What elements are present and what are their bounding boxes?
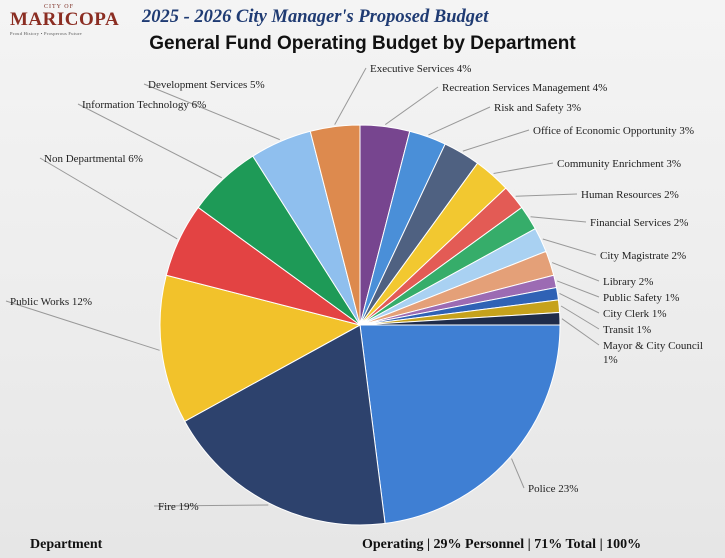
leader-line [530,216,587,223]
pie-slice-fire [184,324,386,526]
leader-line [39,157,178,240]
slice-label: Development Services 5% [148,79,265,91]
leader-line [462,129,530,152]
slice-label: Recreation Services Management 4% [442,82,607,94]
leader-line [515,193,578,197]
leader-line [334,67,367,125]
leader-line [551,262,600,282]
leader-line [560,305,600,330]
pie-slices [159,124,561,526]
logo-name: MARICOPA [10,9,120,30]
slice-label: Library 2% [603,276,653,288]
leader-line [561,318,600,346]
slice-label: Financial Services 2% [590,217,688,229]
logo-city-of: CITY OF [44,4,74,10]
leader-line [153,504,269,507]
leader-line [559,292,600,314]
slice-label: Non Departmental 6% [44,153,143,165]
slice-labels: Police 23% Fire 19% Public Works 12% Non De… [10,63,703,513]
leader-line [493,162,554,174]
leader-line [77,103,222,179]
slice-label: Community Enrichment 3% [557,158,681,170]
pie-slice-police [359,324,561,524]
logo-tagline: Proud History • Prosperous Future [10,31,82,36]
slice-label: Public Works 12% [10,296,92,308]
slice-label: Risk and Safety 3% [494,102,581,114]
page-title: 2025 - 2026 City Manager's Proposed Budg… [142,7,489,27]
footer-department-label: Department [30,537,103,552]
leader-line [385,86,439,125]
slice-label: Human Resources 2% [581,189,679,201]
leader-lines [5,67,600,507]
pie-slice-public-works [159,274,362,423]
slice-label: Fire 19% [158,501,199,513]
pie-slice-mayor-city-council [359,311,561,326]
slice-label: Information Technology 6% [82,99,206,111]
slice-label: Police 23% [528,483,578,495]
slice-label: City Magistrate 2% [600,250,686,262]
slice-label: Office of Economic Opportunity 3% [533,125,694,137]
leader-line [428,106,491,136]
footer-totals: Operating | 29% Personnel | 71% Total | … [362,537,642,552]
city-logo: CITY OF MARICOPA Proud History • Prosper… [4,4,134,38]
leader-line [542,238,597,256]
slice-label: Transit 1% [603,324,651,336]
slice-label: Public Safety 1% [603,292,679,304]
chart-title: General Fund Operating Budget by Departm… [149,33,576,54]
leader-line [556,280,600,298]
leader-line [143,83,280,141]
leader-line [511,458,525,489]
slice-label: City Clerk 1% [603,308,667,320]
leader-line [5,300,160,351]
slice-label: Executive Services 4% [370,63,471,75]
slice-label: Mayor & City Council 1% [603,340,703,366]
